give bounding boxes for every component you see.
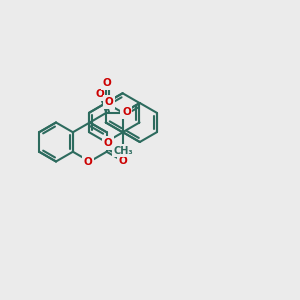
Text: O: O bbox=[102, 78, 111, 88]
Text: O: O bbox=[95, 89, 104, 99]
Text: O: O bbox=[104, 97, 113, 107]
Text: CH₃: CH₃ bbox=[114, 146, 134, 156]
Text: O: O bbox=[83, 157, 92, 167]
Text: O: O bbox=[122, 107, 131, 117]
Text: O: O bbox=[118, 156, 127, 166]
Text: O: O bbox=[104, 138, 112, 148]
